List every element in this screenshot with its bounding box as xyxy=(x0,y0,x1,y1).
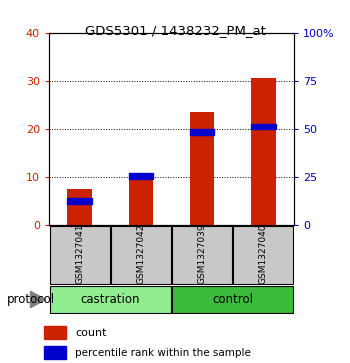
Bar xyxy=(129,173,153,179)
Polygon shape xyxy=(30,291,46,308)
Bar xyxy=(251,78,276,225)
FancyBboxPatch shape xyxy=(50,226,110,284)
Text: percentile rank within the sample: percentile rank within the sample xyxy=(75,347,251,358)
Text: GSM1327041: GSM1327041 xyxy=(75,224,84,284)
Bar xyxy=(190,129,214,135)
Bar xyxy=(190,112,214,225)
Text: protocol: protocol xyxy=(7,293,55,306)
Text: control: control xyxy=(212,293,253,306)
Bar xyxy=(67,189,92,225)
FancyBboxPatch shape xyxy=(233,226,293,284)
Text: castration: castration xyxy=(80,293,140,306)
FancyBboxPatch shape xyxy=(172,226,232,284)
Bar xyxy=(44,326,66,339)
Bar xyxy=(44,346,66,359)
Bar xyxy=(129,176,153,225)
FancyBboxPatch shape xyxy=(50,286,171,313)
Text: GSM1327042: GSM1327042 xyxy=(136,224,145,284)
FancyBboxPatch shape xyxy=(111,226,171,284)
Bar xyxy=(251,123,276,129)
Text: count: count xyxy=(75,327,106,338)
Text: GSM1327040: GSM1327040 xyxy=(259,224,268,284)
Text: GSM1327039: GSM1327039 xyxy=(198,224,206,284)
Bar xyxy=(67,198,92,204)
Text: GDS5301 / 1438232_PM_at: GDS5301 / 1438232_PM_at xyxy=(85,24,265,37)
FancyBboxPatch shape xyxy=(172,286,293,313)
